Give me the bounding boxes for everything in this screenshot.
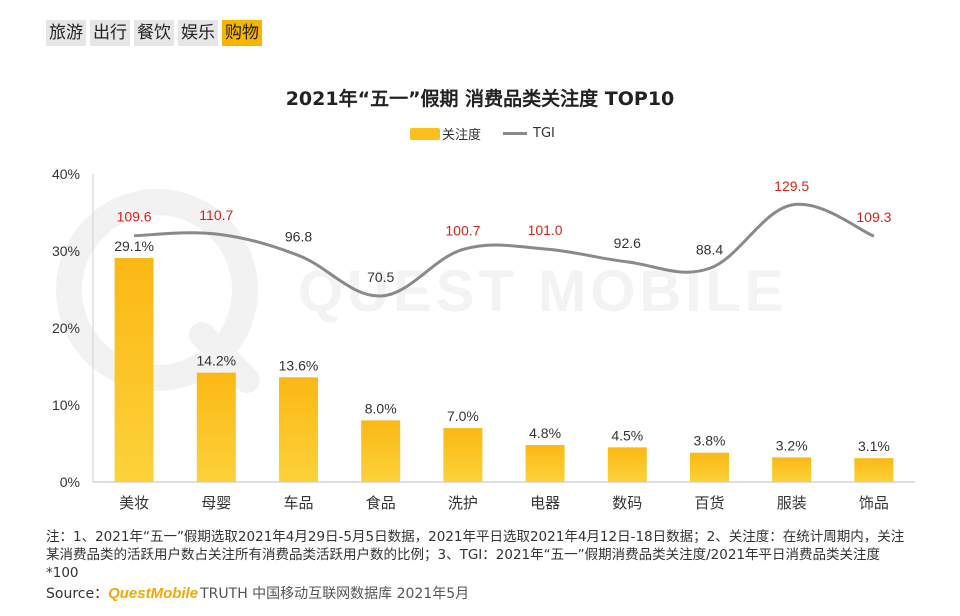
bar-value-label: 3.2%	[776, 437, 808, 453]
y-tick-label: 10%	[52, 397, 80, 413]
bar	[443, 428, 483, 482]
y-tick-label: 0%	[60, 474, 80, 490]
bar-value-label: 8.0%	[365, 400, 397, 416]
bar	[607, 447, 647, 482]
legend-line-swatch	[503, 132, 528, 135]
y-tick-label: 30%	[52, 243, 80, 259]
footnote: 注：1、2021年“五一”假期选取2021年4月29日-5月5日数据，2021年…	[46, 529, 905, 581]
bar-value-label: 7.0%	[447, 408, 479, 424]
x-tick-label: 母婴	[201, 494, 231, 512]
bar-value-label: 14.2%	[196, 353, 236, 369]
tab-dining[interactable]: 餐饮	[134, 20, 174, 46]
tab-entertainment[interactable]: 娱乐	[178, 20, 218, 46]
x-tick-label: 服装	[777, 494, 807, 512]
legend-bar-label: 关注度	[442, 128, 482, 143]
bar	[690, 452, 729, 482]
source-brand: QuestMobile	[108, 585, 199, 602]
tgi-value-label: 109.3	[856, 209, 891, 225]
bar	[114, 257, 154, 482]
x-tick-label: 美妆	[119, 494, 149, 512]
bar	[854, 458, 894, 482]
tgi-value-label: 101.0	[528, 222, 563, 238]
bar	[361, 420, 401, 482]
legend-line-label: TGI	[533, 126, 555, 141]
bar-value-label: 3.1%	[858, 438, 890, 454]
x-tick-label: 食品	[366, 494, 396, 512]
legend-bar-swatch	[410, 127, 440, 140]
tgi-value-label: 100.7	[445, 222, 480, 238]
tgi-value-label: 129.5	[774, 178, 809, 194]
category-tabs: 旅游 出行 餐饮 娱乐 购物	[46, 20, 262, 46]
tgi-line	[134, 202, 875, 298]
x-tick-label: 洗护	[448, 494, 478, 512]
tgi-value-label: 70.5	[367, 269, 394, 285]
tgi-line-group: 109.6 110.7 96.8 70.5 100.7 101.0 92.6 88.4 129.…	[117, 178, 892, 298]
bar	[279, 377, 318, 482]
bar	[196, 372, 236, 482]
bar-value-label: 29.1%	[114, 238, 154, 254]
chart-legend: 关注度 TGI	[410, 124, 555, 143]
tgi-value-label: 92.6	[614, 235, 641, 251]
bar	[772, 457, 812, 482]
source-rest: TRUTH 中国移动互联网数据库 2021年5月	[200, 586, 470, 602]
x-tick-label: 车品	[283, 494, 313, 512]
x-tick-label: 数码	[612, 494, 642, 512]
x-tick-label: 饰品	[859, 494, 889, 512]
tgi-value-label: 109.6	[117, 209, 152, 225]
tab-shopping[interactable]: 购物	[222, 20, 262, 46]
tgi-value-label: 88.4	[696, 241, 723, 257]
watermark-logo	[56, 189, 260, 393]
y-tick-label: 20%	[52, 320, 80, 336]
bars	[114, 257, 894, 482]
tgi-value-label: 110.7	[199, 207, 233, 223]
tab-travel[interactable]: 旅游	[46, 20, 86, 46]
bar-value-label: 4.8%	[529, 425, 561, 441]
tgi-value-label: 96.8	[285, 228, 312, 244]
bar-value-label: 3.8%	[694, 433, 726, 449]
bar-value-label: 13.6%	[279, 357, 319, 373]
source-line: Source： QuestMobile TRUTH 中国移动互联网数据库 202…	[46, 583, 469, 603]
chart-title: 2021年“五一”假期 消费品类关注度 TOP10	[285, 88, 675, 110]
bar-value-label: 4.5%	[611, 427, 643, 443]
bar	[525, 445, 565, 482]
labels: 29.1% 美妆 14.2% 母婴 13.6% 车品 8.0% 食品 7.0% 洗护 4.8% 电器 4…	[114, 238, 890, 512]
tab-transport[interactable]: 出行	[90, 20, 130, 46]
y-tick-label: 40%	[52, 166, 80, 182]
x-tick-label: 电器	[530, 494, 560, 512]
source-prefix: Source：	[46, 586, 109, 602]
x-tick-label: 百货	[694, 494, 724, 512]
